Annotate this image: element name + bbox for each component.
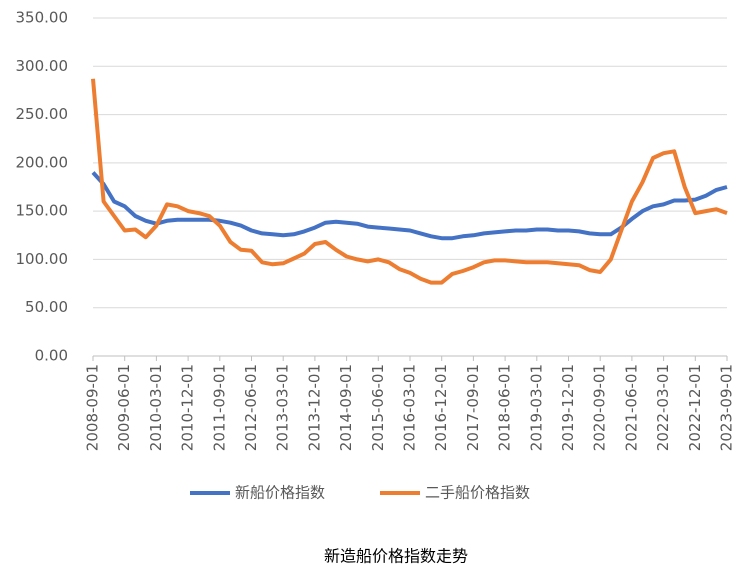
x-tick-label: 2015-06-01 (369, 364, 387, 451)
x-tick-label: 2014-09-01 (337, 364, 355, 451)
x-tick-label: 2022-12-01 (686, 364, 704, 451)
x-tick-label: 2008-09-01 (84, 364, 102, 451)
x-tick-label: 2016-12-01 (432, 364, 450, 451)
x-tick-label: 2021-06-01 (622, 364, 640, 451)
legend-label: 二手船价格指数 (425, 484, 530, 502)
y-tick-label: 300.00 (16, 57, 69, 75)
y-tick-label: 150.00 (16, 202, 69, 220)
x-tick-label: 2013-12-01 (305, 364, 323, 451)
x-tick-label: 2019-12-01 (559, 364, 577, 451)
x-tick-label: 2012-06-01 (242, 364, 260, 451)
y-tick-label: 100.00 (16, 250, 69, 268)
x-tick-label: 2022-03-01 (654, 364, 672, 451)
y-tick-label: 50.00 (25, 298, 68, 316)
legend-label: 新船价格指数 (235, 484, 325, 502)
y-tick-label: 350.00 (16, 9, 69, 27)
x-tick-label: 2010-12-01 (179, 364, 197, 451)
x-tick-label: 2023-09-01 (718, 364, 736, 451)
x-tick-label: 2018-06-01 (496, 364, 514, 451)
y-tick-label: 250.00 (16, 105, 69, 123)
x-tick-label: 2020-09-01 (591, 364, 609, 451)
x-tick-label: 2016-03-01 (401, 364, 419, 451)
chart-title: 新造船价格指数走势 (324, 547, 468, 566)
series-line (91, 78, 728, 285)
x-tick-label: 2009-06-01 (115, 364, 133, 451)
x-tick-label: 2010-03-01 (147, 364, 165, 451)
x-tick-label: 2017-09-01 (464, 364, 482, 451)
x-tick-label: 2011-09-01 (210, 364, 228, 451)
y-tick-label: 0.00 (35, 347, 68, 365)
x-tick-label: 2013-03-01 (274, 364, 292, 451)
y-tick-label: 200.00 (16, 153, 69, 171)
x-tick-label: 2019-03-01 (527, 364, 545, 451)
